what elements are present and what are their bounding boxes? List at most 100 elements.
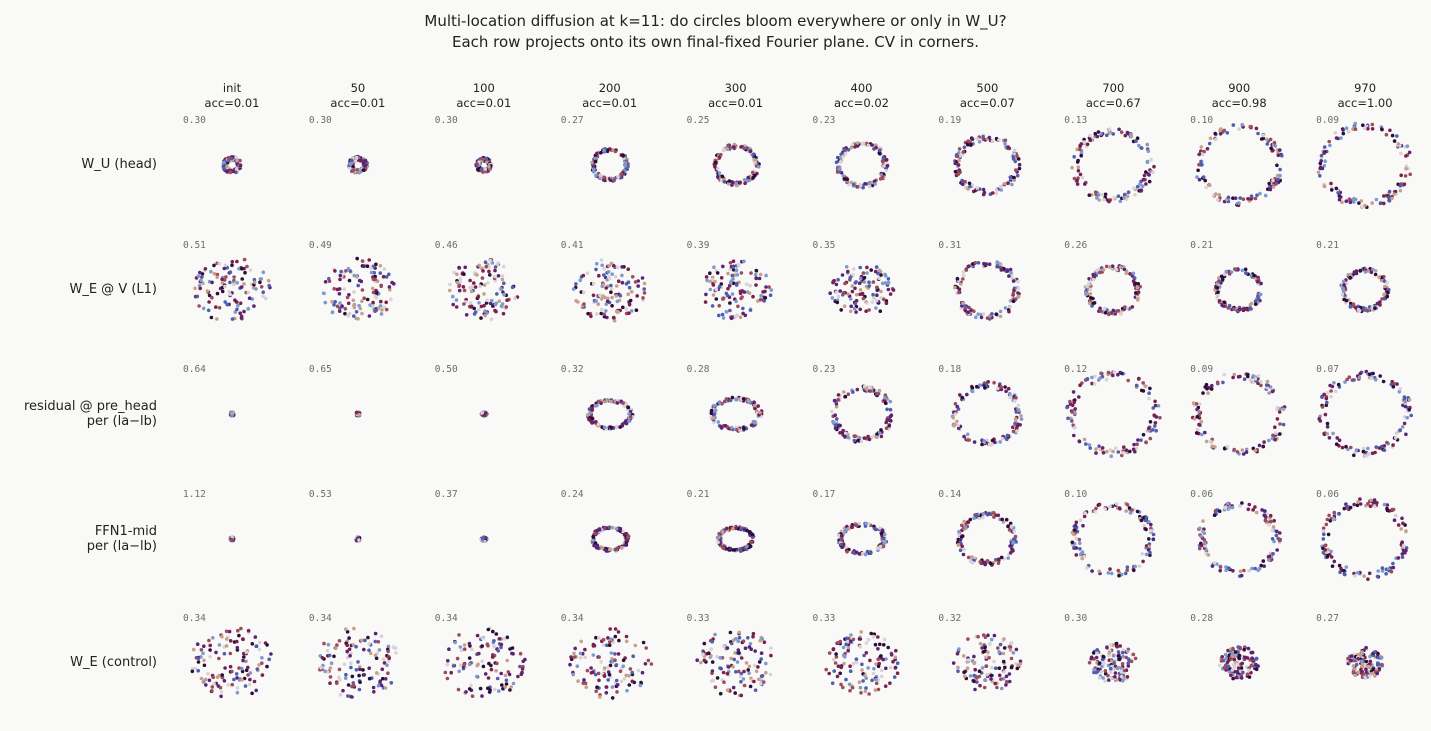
scatter-point [755, 404, 760, 408]
scatter-point [1008, 527, 1012, 531]
scatter-point [1147, 396, 1152, 401]
scatter-point [1373, 268, 1378, 273]
scatter-point [734, 397, 738, 402]
scatter-point [495, 260, 500, 265]
scatter-point [1107, 127, 1112, 131]
scatter-point [703, 292, 708, 296]
scatter-point [1358, 371, 1363, 376]
scatter-point [730, 273, 734, 277]
scatter-point [1151, 170, 1156, 175]
scatter-point [488, 301, 493, 305]
scatter-point [958, 393, 962, 397]
scatter-point [1392, 381, 1397, 386]
scatter-point [1317, 417, 1322, 421]
cv-value: 0.30 [308, 115, 332, 126]
scatter-point [252, 303, 256, 308]
scatter-point [728, 280, 732, 285]
scatter-point [1001, 436, 1005, 441]
scatter-point [1215, 295, 1219, 300]
scatter-point [844, 264, 848, 269]
scatter-point [1402, 182, 1407, 186]
scatter-point [474, 272, 479, 277]
scatter-point [1240, 122, 1245, 127]
scatter-point [710, 416, 715, 420]
scatter-point [607, 147, 612, 151]
scatter-point [1385, 440, 1389, 445]
scatter-point [1011, 291, 1016, 295]
scatter-point [1017, 166, 1022, 171]
scatter-point [1082, 140, 1087, 144]
scatter-point [977, 516, 982, 520]
scatter-point [1320, 395, 1324, 399]
scatter-point [1093, 509, 1098, 514]
scatter-point [962, 519, 967, 523]
scatter-point [964, 304, 969, 309]
scatter-point [719, 281, 723, 286]
scatter-point [633, 279, 638, 284]
scatter-point [374, 295, 378, 299]
scatter-point [1407, 408, 1412, 412]
scatter-point [355, 168, 360, 172]
scatter-point [238, 163, 243, 167]
cv-value: 0.21 [686, 488, 710, 500]
scatter-point [1137, 377, 1141, 381]
scatter-panel [228, 410, 236, 418]
scatter-point [1104, 310, 1108, 315]
scatter-point [1115, 501, 1119, 506]
scatter-point [834, 282, 838, 286]
scatter-point [871, 279, 875, 284]
scatter-point [712, 412, 716, 416]
scatter-point [1005, 433, 1010, 438]
scatter-point [852, 438, 856, 443]
scatter-point [1247, 568, 1252, 572]
scatter-point [842, 529, 847, 533]
scatter-point [594, 403, 599, 408]
scatter-point [593, 159, 598, 164]
scatter-point [1209, 387, 1214, 391]
scatter-point [1342, 282, 1346, 287]
scatter-point [1382, 194, 1386, 198]
scatter-point [957, 542, 961, 547]
scatter-point [479, 156, 484, 161]
scatter-point [1391, 561, 1395, 565]
row-label-line-1: residual @ pre_head [23, 399, 157, 414]
scatter-point [971, 137, 975, 142]
scatter-point [332, 268, 337, 273]
scatter-point [1337, 563, 1342, 567]
scatter-point [1254, 126, 1259, 131]
scatter-point [238, 158, 242, 163]
scatter-point [725, 143, 730, 148]
scatter-point [1275, 529, 1279, 533]
scatter-point [609, 303, 614, 308]
scatter-point [1012, 278, 1016, 283]
scatter-point [1088, 287, 1093, 291]
scatter-point [1149, 157, 1154, 162]
scatter-point [363, 158, 368, 163]
scatter-point [1253, 449, 1258, 453]
scatter-point [1125, 567, 1130, 572]
scatter-point [1202, 537, 1207, 542]
scatter-point [951, 416, 956, 420]
scatter-point [1136, 438, 1140, 442]
scatter-point [868, 267, 873, 272]
scatter-point [873, 145, 878, 150]
scatter-point [1083, 437, 1087, 442]
scatter-point [1140, 551, 1145, 556]
scatter-point [957, 290, 962, 294]
scatter-point [357, 278, 362, 282]
scatter-point [1065, 405, 1070, 410]
scatter-point [1107, 131, 1112, 135]
scatter-point [1197, 409, 1202, 414]
cv-value: 0.23 [812, 364, 836, 375]
scatter-point [480, 411, 484, 415]
scatter-point [763, 284, 768, 289]
scatter-point [1195, 175, 1199, 179]
scatter-point [642, 281, 646, 285]
scatter-point [865, 549, 869, 553]
scatter-point [214, 304, 218, 309]
scatter-point [369, 265, 373, 270]
scatter-point [1389, 569, 1394, 573]
scatter-point [1345, 377, 1349, 382]
scatter-point [1256, 293, 1260, 298]
scatter-point [1391, 443, 1395, 447]
